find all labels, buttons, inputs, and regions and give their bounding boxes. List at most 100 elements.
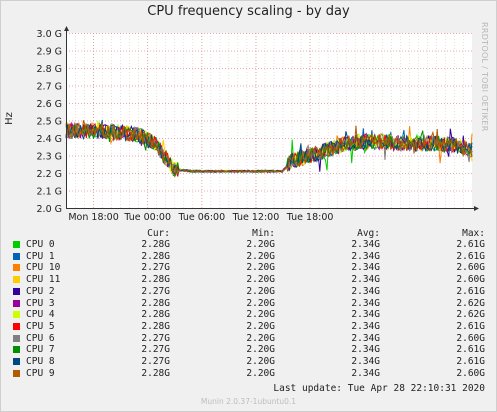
series-line [65, 120, 473, 175]
legend-series-name: CPU 7 [26, 344, 55, 356]
legend-max: 2.60G [456, 262, 485, 274]
legend-row: CPU 10 2.27G 2.20G 2.34G 2.60G [0, 262, 497, 274]
legend-header-avg: Avg: [357, 228, 380, 239]
legend-avg: 2.34G [351, 356, 380, 367]
legend-avg: 2.34G [351, 239, 380, 250]
y-tick-label: 2.4 G [37, 134, 63, 145]
legend-avg: 2.34G [351, 250, 380, 262]
y-tick-label: 2.0 G [37, 204, 63, 215]
legend-min: 2.20G [246, 262, 275, 274]
legend-avg: 2.34G [351, 367, 380, 379]
munin-version-footer: Munin 2.0.37-1ubuntu0.1 [200, 397, 297, 406]
y-tick-label: 2.3 G [37, 152, 63, 163]
legend-swatch [13, 252, 20, 260]
legend-row: CPU 1 2.28G 2.20G 2.34G 2.61G [0, 251, 497, 263]
legend-header-cur: Cur: [147, 228, 170, 239]
legend-cur: 2.28G [141, 309, 170, 321]
legend-min: 2.20G [246, 367, 275, 379]
legend-min: 2.20G [246, 320, 275, 332]
legend-avg: 2.34G [351, 309, 380, 321]
legend-cur: 2.27G [141, 262, 170, 274]
legend-min: 2.20G [246, 332, 275, 344]
chart-canvas: Mon 18:00 Tue 00:00 Tue 06:00 Tue 12:00 Tue … [37, 26, 479, 223]
legend-cur: 2.27G [141, 356, 170, 367]
legend-series-name: CPU 4 [26, 309, 55, 321]
legend-series-name: CPU 5 [26, 320, 55, 332]
y-tick-label: 3.0 G [37, 29, 63, 40]
legend-row: CPU 6 2.27G 2.20G 2.34G 2.60G [0, 333, 497, 345]
legend-max: 2.61G [456, 356, 485, 367]
legend-min: 2.20G [246, 285, 275, 297]
legend-swatch [13, 311, 20, 319]
legend-row: CPU 2 2.27G 2.20G 2.34G 2.61G [0, 286, 497, 298]
legend-avg: 2.34G [351, 320, 380, 332]
y-tick-label: 2.5 G [37, 117, 63, 128]
legend-series-name: CPU 11 [26, 274, 61, 286]
legend-max: 2.61G [456, 320, 485, 332]
y-tick-label: 2.1 G [37, 187, 63, 198]
y-tick-label: 2.8 G [37, 64, 63, 75]
legend-header-max: Max: [462, 228, 485, 239]
last-update: Last update: Tue Apr 28 22:10:31 2020 [273, 383, 485, 394]
y-tick-label: 2.9 G [37, 47, 63, 58]
legend-row: CPU 7 2.27G 2.20G 2.34G 2.61G [0, 344, 497, 356]
legend-swatch [13, 241, 20, 248]
legend-min: 2.20G [246, 297, 275, 309]
x-tick-label: Mon 18:00 [68, 212, 118, 223]
legend-series-name: CPU 8 [26, 356, 55, 367]
legend-cur: 2.27G [141, 285, 170, 297]
legend-row: CPU 9 2.28G 2.20G 2.34G 2.60G [0, 368, 497, 380]
plot-area [66, 33, 472, 208]
legend-row: CPU 11 2.28G 2.20G 2.34G 2.60G [0, 274, 497, 286]
series-line [65, 123, 473, 175]
legend-row: CPU 5 2.28G 2.20G 2.34G 2.61G [0, 321, 497, 333]
legend-series-name: CPU 0 [26, 239, 55, 250]
legend-max: 2.61G [456, 239, 485, 250]
y-tick-label: 2.6 G [37, 99, 63, 110]
x-tick-label: Tue 00:00 [123, 212, 171, 223]
legend-cur: 2.28G [141, 250, 170, 262]
legend-cur: 2.28G [141, 320, 170, 332]
x-tick-label: Tue 18:00 [286, 212, 334, 223]
legend-avg: 2.34G [351, 262, 380, 274]
legend-row: CPU 3 2.28G 2.20G 2.34G 2.62G [0, 298, 497, 310]
legend-avg: 2.34G [351, 274, 380, 286]
legend-avg: 2.34G [351, 344, 380, 356]
legend-cur: 2.28G [141, 274, 170, 286]
legend-header: Cur: Min: Avg: Max: [0, 228, 497, 240]
legend-header-min: Min: [252, 228, 275, 239]
legend-swatch [13, 264, 20, 272]
legend-max: 2.60G [456, 367, 485, 379]
legend-swatch [13, 369, 20, 377]
legend-max: 2.60G [456, 274, 485, 286]
legend-series-name: CPU 2 [26, 285, 55, 297]
x-axis-arrow [474, 206, 479, 211]
legend-series-name: CPU 3 [26, 297, 55, 309]
legend-max: 2.60G [456, 332, 485, 344]
x-tick-label: Tue 06:00 [178, 212, 226, 223]
legend-max: 2.61G [456, 344, 485, 356]
legend-cur: 2.27G [141, 344, 170, 356]
legend-swatch [13, 346, 20, 354]
legend-min: 2.20G [246, 250, 275, 262]
legend-min: 2.20G [246, 309, 275, 321]
y-axis-arrow [64, 26, 69, 31]
legend-swatch [13, 276, 20, 284]
legend-swatch [13, 334, 20, 342]
legend-series-name: CPU 10 [26, 262, 61, 274]
rrdtool-watermark: RRDTOOL / TOBI OETIKER [480, 22, 489, 132]
legend-max: 2.62G [456, 309, 485, 321]
legend-swatch [13, 358, 20, 365]
legend-min: 2.20G [246, 239, 275, 250]
legend-cur: 2.28G [141, 367, 170, 379]
legend-max: 2.62G [456, 297, 485, 309]
legend-min: 2.20G [246, 274, 275, 286]
legend-avg: 2.34G [351, 285, 380, 297]
legend-swatch [13, 299, 20, 307]
legend-avg: 2.34G [351, 332, 380, 344]
legend-cur: 2.28G [141, 239, 170, 250]
legend-max: 2.61G [456, 285, 485, 297]
legend-max: 2.61G [456, 250, 485, 262]
y-tick-label: 2.2 G [37, 169, 63, 180]
legend-swatch [13, 322, 20, 330]
